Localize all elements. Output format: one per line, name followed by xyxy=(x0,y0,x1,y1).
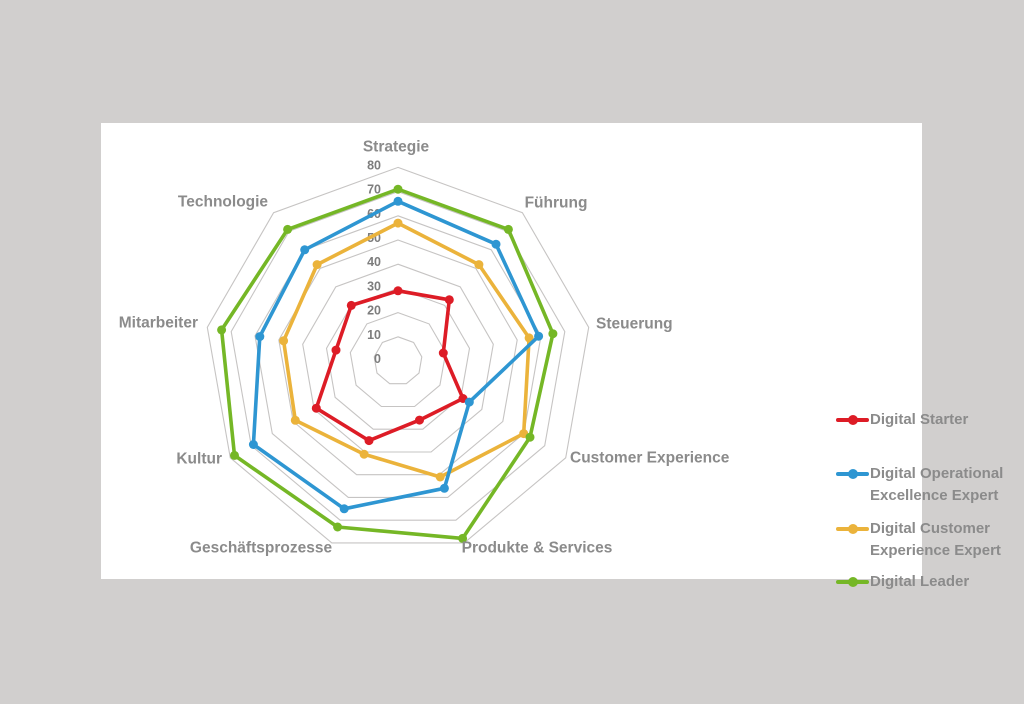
axis-label-mitarbeiter: Mitarbeiter xyxy=(119,315,198,332)
data-point xyxy=(548,329,558,339)
series-digital-operational-excellence-expert xyxy=(248,196,544,514)
axis-label-gesch-ftsprozesse: Geschäftsprozesse xyxy=(190,540,333,557)
tick-label-70: 70 xyxy=(367,183,381,197)
axis-label-strategie: Strategie xyxy=(363,139,430,156)
grid-ring-70 xyxy=(230,191,566,521)
data-point xyxy=(346,300,356,310)
data-point xyxy=(279,336,289,346)
legend-marker-icon xyxy=(836,415,869,425)
legend-dot-icon xyxy=(847,524,858,534)
data-point xyxy=(458,533,468,543)
data-point xyxy=(503,224,513,234)
data-point xyxy=(290,415,300,425)
data-point xyxy=(311,403,321,413)
data-point xyxy=(444,295,454,305)
data-point xyxy=(525,432,535,442)
data-point xyxy=(435,472,445,482)
axis-label-produkte-services: Produkte & Services xyxy=(462,540,613,557)
data-point xyxy=(524,333,534,343)
axis-label-customer-experience: Customer Experience xyxy=(570,450,730,467)
chart-panel: 0 10 20 30 40 50 60 70 80 Strategie Führung Steueru… xyxy=(101,123,1003,590)
series-line-digital-starter xyxy=(314,288,465,443)
data-point xyxy=(438,348,448,358)
legend-item-digital-leader: Digital Leader xyxy=(836,571,969,593)
tick-label-10: 10 xyxy=(367,328,381,342)
series-line-digital-operational-excellence-expert xyxy=(251,199,541,511)
grid-ring-50 xyxy=(278,239,518,476)
legend-label: Digital Starter xyxy=(870,411,969,428)
legend-dot-icon xyxy=(847,577,858,587)
data-point xyxy=(255,332,265,342)
data-point xyxy=(364,436,374,446)
data-point xyxy=(534,331,544,341)
series-digital-starter xyxy=(311,286,468,446)
tick-label-40: 40 xyxy=(367,255,381,269)
data-point xyxy=(217,325,227,335)
legend-label: Digital Customer Experience Expert xyxy=(870,520,1001,559)
data-point xyxy=(331,345,341,355)
data-point xyxy=(393,196,403,206)
legend-item-digital-starter: Digital Starter xyxy=(836,409,968,431)
axis-label-technologie: Technologie xyxy=(178,194,269,211)
data-point xyxy=(312,260,322,270)
legend-marker-icon xyxy=(836,524,869,534)
grid-ring-10 xyxy=(373,336,423,385)
legend-label: Digital Operational Excellence Expert xyxy=(870,465,1004,504)
grid-ring-60 xyxy=(254,215,542,498)
data-point xyxy=(393,218,403,228)
legend-label: Digital Leader xyxy=(870,573,970,590)
tick-label-20: 20 xyxy=(367,304,381,318)
data-point xyxy=(474,260,484,270)
tick-label-80: 80 xyxy=(367,158,381,172)
axis-labels: Strategie Führung Steuerung Customer Experi… xyxy=(119,139,730,557)
series-digital-leader xyxy=(217,184,558,543)
axis-label-steuerung: Steuerung xyxy=(596,316,673,333)
data-point xyxy=(439,483,449,493)
legend-dot-icon xyxy=(847,469,858,479)
chart-legend: Digital Starter Digital Operational Exce… xyxy=(836,123,1021,590)
legend-marker-icon xyxy=(836,469,869,479)
data-point xyxy=(283,224,293,234)
data-point xyxy=(464,397,474,407)
data-point xyxy=(300,245,310,255)
data-point xyxy=(359,449,369,459)
tick-label-0: 0 xyxy=(374,352,381,366)
data-point xyxy=(393,184,403,194)
legend-item-digital-operational-excellence-expert: Digital Operational Excellence Expert xyxy=(836,463,1003,507)
axis-label-kultur: Kultur xyxy=(176,451,222,468)
tick-label-30: 30 xyxy=(367,279,381,293)
data-point xyxy=(333,522,343,532)
data-point xyxy=(491,239,501,249)
series-line-digital-customer-experience-expert xyxy=(281,221,531,479)
data-point xyxy=(393,286,403,296)
data-point xyxy=(230,450,239,460)
series-digital-customer-experience-expert xyxy=(279,218,534,482)
series-line-digital-leader xyxy=(219,187,555,541)
radar-chart: 01020304050607080StrategieFührungSteueru… xyxy=(119,139,730,557)
grid-ring-80 xyxy=(206,166,590,544)
grid-ring-40 xyxy=(302,263,494,453)
axis-label-f-hrung: Führung xyxy=(525,195,588,212)
grid-ring-20 xyxy=(349,312,447,408)
data-point xyxy=(339,504,349,514)
legend-dot-icon xyxy=(847,415,858,425)
legend-item-digital-customer-experience-expert: Digital Customer Experience Expert xyxy=(836,518,1001,562)
legend-marker-icon xyxy=(836,577,869,587)
data-point xyxy=(415,415,424,425)
data-point xyxy=(248,440,258,449)
